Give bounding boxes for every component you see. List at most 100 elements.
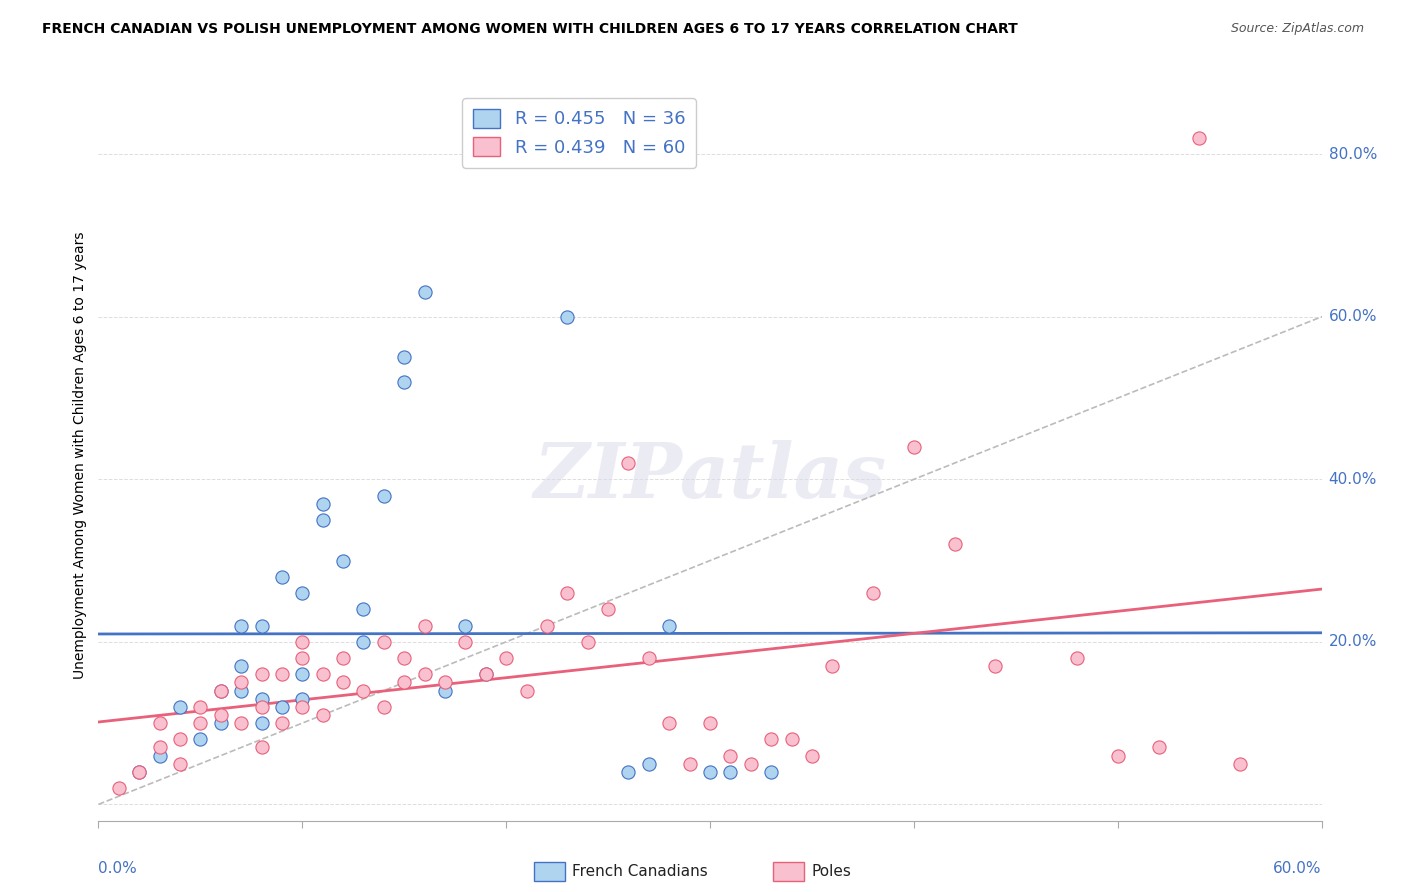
Point	[658, 618, 681, 632]
Point	[128, 764, 150, 779]
Point	[413, 618, 436, 632]
Point	[821, 659, 844, 673]
Point	[474, 667, 498, 681]
Point	[231, 675, 253, 690]
Point	[617, 764, 640, 779]
Point	[780, 732, 803, 747]
Point	[984, 659, 1007, 673]
Text: Poles: Poles	[811, 864, 851, 879]
Point	[231, 683, 253, 698]
Point	[108, 781, 131, 796]
Point	[231, 716, 253, 731]
Point	[231, 618, 253, 632]
Text: French Canadians: French Canadians	[572, 864, 709, 879]
Point	[209, 683, 232, 698]
Point	[1147, 740, 1170, 755]
Point	[474, 667, 498, 681]
Point	[250, 740, 273, 755]
Point	[699, 764, 721, 779]
Point	[555, 586, 579, 600]
Point	[332, 675, 354, 690]
Point	[352, 635, 374, 649]
Point	[576, 635, 599, 649]
Point	[291, 651, 314, 665]
Point	[392, 651, 416, 665]
Point	[454, 635, 477, 649]
Point	[761, 764, 783, 779]
Text: ZIPatlas: ZIPatlas	[533, 440, 887, 514]
Point	[188, 716, 212, 731]
Point	[312, 708, 335, 723]
Point	[516, 683, 538, 698]
Point	[270, 699, 294, 714]
Text: FRENCH CANADIAN VS POLISH UNEMPLOYMENT AMONG WOMEN WITH CHILDREN AGES 6 TO 17 YE: FRENCH CANADIAN VS POLISH UNEMPLOYMENT A…	[42, 22, 1018, 37]
Point	[1188, 131, 1211, 145]
Point	[270, 570, 294, 584]
Point	[943, 537, 966, 551]
Point	[392, 351, 416, 365]
Point	[761, 732, 783, 747]
Text: 0.0%: 0.0%	[98, 861, 138, 876]
Point	[188, 699, 212, 714]
Point	[291, 699, 314, 714]
Point	[291, 635, 314, 649]
Point	[169, 732, 191, 747]
Point	[434, 675, 457, 690]
Point	[291, 667, 314, 681]
Point	[373, 635, 395, 649]
Point	[434, 683, 457, 698]
Point	[1229, 756, 1251, 771]
Point	[637, 651, 661, 665]
Point	[598, 602, 620, 616]
Point	[270, 667, 294, 681]
Point	[149, 716, 172, 731]
Point	[312, 497, 335, 511]
Point	[231, 659, 253, 673]
Point	[1107, 748, 1129, 763]
Point	[209, 708, 232, 723]
Point	[679, 756, 702, 771]
Point	[128, 764, 150, 779]
Point	[555, 310, 579, 324]
Point	[1066, 651, 1088, 665]
Point	[332, 553, 354, 567]
Point	[209, 683, 232, 698]
Point	[291, 586, 314, 600]
Text: 60.0%: 60.0%	[1329, 310, 1376, 325]
Legend: R = 0.455   N = 36, R = 0.439   N = 60: R = 0.455 N = 36, R = 0.439 N = 60	[463, 98, 696, 168]
Text: 40.0%: 40.0%	[1329, 472, 1376, 487]
Point	[312, 667, 335, 681]
Point	[495, 651, 517, 665]
Point	[149, 740, 172, 755]
Point	[801, 748, 824, 763]
Point	[413, 285, 436, 300]
Point	[291, 691, 314, 706]
Point	[149, 748, 172, 763]
Point	[373, 489, 395, 503]
Point	[250, 691, 273, 706]
Point	[658, 716, 681, 731]
Point	[270, 716, 294, 731]
Point	[413, 667, 436, 681]
Text: Source: ZipAtlas.com: Source: ZipAtlas.com	[1230, 22, 1364, 36]
Point	[740, 756, 762, 771]
Point	[312, 513, 335, 527]
Point	[392, 375, 416, 389]
Point	[637, 756, 661, 771]
Point	[536, 618, 558, 632]
Point	[332, 651, 354, 665]
Point	[352, 602, 374, 616]
Point	[250, 716, 273, 731]
Point	[699, 716, 721, 731]
Point	[862, 586, 884, 600]
Point	[169, 699, 191, 714]
Point	[169, 756, 191, 771]
Text: 20.0%: 20.0%	[1329, 634, 1376, 649]
Text: 80.0%: 80.0%	[1329, 146, 1376, 161]
Point	[903, 440, 925, 454]
Point	[454, 618, 477, 632]
Y-axis label: Unemployment Among Women with Children Ages 6 to 17 years: Unemployment Among Women with Children A…	[73, 231, 87, 679]
Text: 60.0%: 60.0%	[1274, 861, 1322, 876]
Point	[718, 764, 742, 779]
Point	[392, 675, 416, 690]
